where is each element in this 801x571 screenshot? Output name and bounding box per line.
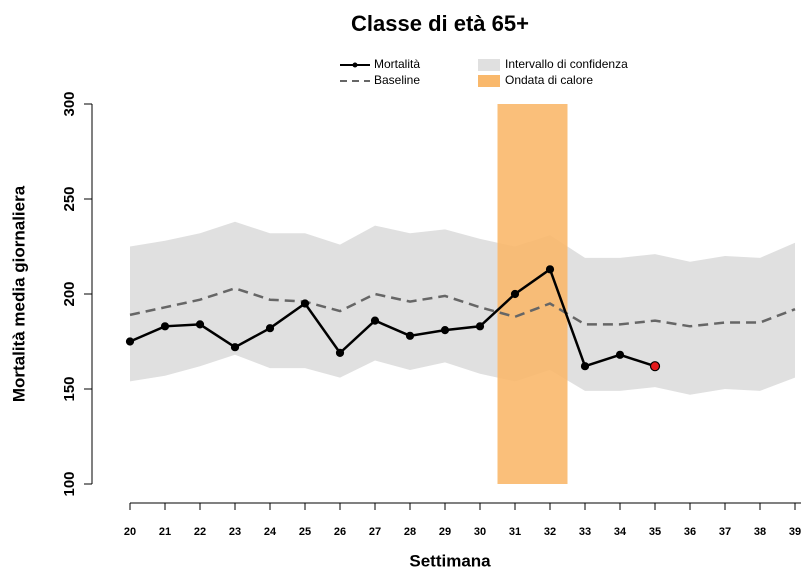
data-point [580,362,590,371]
x-tick-label: 32 [544,526,556,538]
legend-label: Ondata di calore [505,73,593,87]
x-tick-label: 30 [474,526,486,538]
x-tick-label: 27 [369,526,381,538]
y-tick-label: 200 [61,281,78,306]
x-tick-label: 28 [404,526,416,538]
x-tick-label: 22 [194,526,206,538]
x-tick-label: 25 [299,526,311,538]
y-tick-label: 150 [61,376,78,401]
x-tick-label: 24 [264,526,277,538]
data-point [160,322,170,331]
legend-label: Mortalità [374,57,420,71]
data-point [545,265,555,274]
data-point [300,299,310,308]
x-tick-label: 31 [509,526,521,538]
data-point [195,320,205,329]
data-point [370,316,380,325]
data-point [265,324,275,333]
data-point [405,331,415,340]
y-tick-label: 100 [61,471,78,496]
x-axis-label: Settimana [409,551,491,570]
x-tick-label: 38 [754,526,766,538]
data-point [510,289,520,299]
x-tick-label: 39 [789,526,801,538]
x-tick-label: 29 [439,526,451,538]
legend-label: Baseline [374,73,420,87]
baseline-line [129,286,796,328]
x-tick-label: 33 [579,526,591,538]
x-tick-label: 35 [649,526,661,538]
data-point [230,343,240,352]
data-point [649,361,661,372]
x-tick-label: 26 [334,526,346,538]
data-point [615,350,625,359]
x-tick-label: 21 [159,526,171,538]
legend-swatch [478,75,500,87]
y-tick-label: 250 [61,186,78,211]
x-tick-label: 36 [684,526,696,538]
legend-swatch [478,59,500,71]
chart-title: Classe di età 65+ [351,11,529,36]
x-tick-label: 34 [614,526,627,538]
confidence-band [130,221,795,395]
legend-swatch [352,62,358,68]
y-axis-label: Mortalità media giornaliera [9,185,28,402]
x-tick-label: 23 [229,526,241,538]
x-tick-label: 20 [124,526,136,538]
data-point [440,326,450,335]
y-tick-label: 300 [61,91,78,116]
data-point [335,348,345,357]
legend-label: Intervallo di confidenza [505,57,628,71]
x-tick-label: 37 [719,526,731,538]
data-point [125,337,135,346]
mortality-line [129,267,656,368]
heatwave-region [497,104,568,484]
data-point [475,322,485,331]
